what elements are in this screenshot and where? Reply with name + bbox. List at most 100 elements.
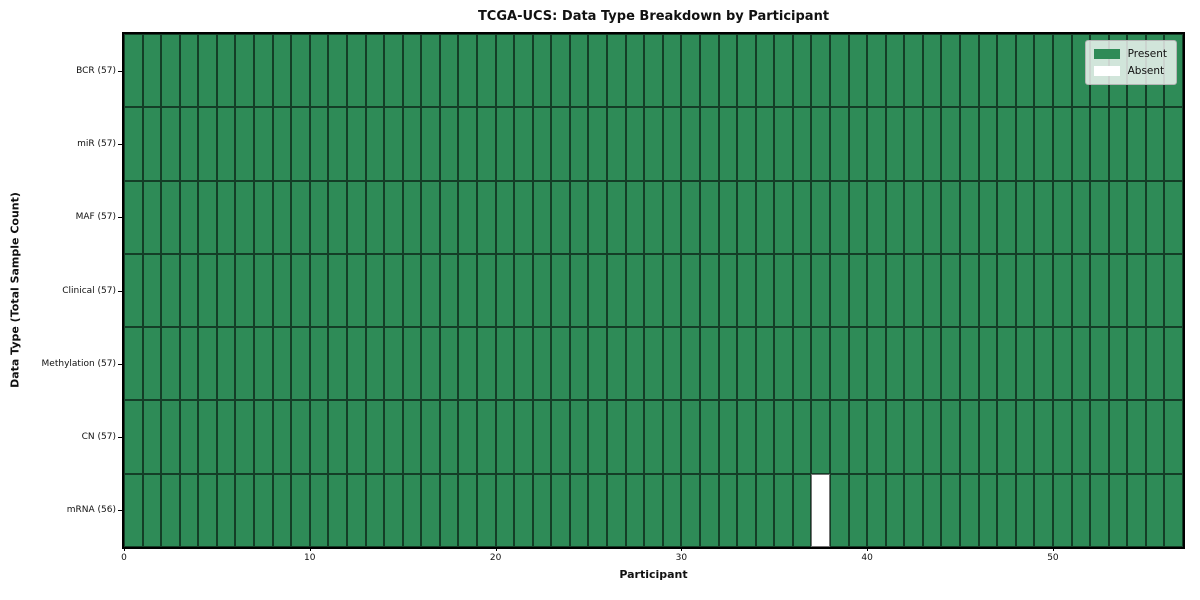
heatmap-cell <box>1108 180 1128 254</box>
heatmap-cell <box>1015 253 1035 328</box>
heatmap-cell <box>811 400 830 474</box>
heatmap-cell <box>198 473 217 547</box>
heatmap-cell <box>885 473 905 547</box>
heatmap-cell <box>179 180 199 254</box>
heatmap-cell <box>346 107 366 181</box>
heatmap-cell <box>792 400 812 474</box>
heatmap-cell <box>997 34 1016 108</box>
heatmap-cell <box>997 180 1016 254</box>
heatmap-cell <box>495 107 515 181</box>
heatmap-cell <box>272 107 292 181</box>
heatmap-cell <box>458 180 477 254</box>
heatmap-cell <box>625 400 645 474</box>
heatmap-cell <box>272 473 292 547</box>
heatmap-cell <box>1127 107 1146 181</box>
heatmap-cell <box>254 34 273 108</box>
heatmap-cell <box>699 180 719 254</box>
heatmap-cell <box>829 327 849 401</box>
heatmap-cell <box>829 400 849 474</box>
heatmap-cell <box>1164 253 1183 328</box>
heatmap-cell <box>402 107 422 181</box>
heatmap-cell <box>309 253 329 328</box>
heatmap-cell <box>514 253 533 328</box>
heatmap-cell <box>848 180 868 254</box>
heatmap-cell <box>458 473 477 547</box>
heatmap-cell <box>421 180 440 254</box>
heatmap-cell <box>1164 180 1183 254</box>
heatmap-grid <box>124 34 1183 547</box>
heatmap-cell <box>1034 400 1053 474</box>
heatmap-cell <box>774 400 793 474</box>
heatmap-cell <box>365 473 385 547</box>
heatmap-cell <box>922 180 942 254</box>
heatmap-cell <box>532 34 552 108</box>
heatmap-cell <box>625 473 645 547</box>
heatmap-cell <box>625 34 645 108</box>
heatmap-cell <box>699 253 719 328</box>
heatmap-cell <box>124 107 143 181</box>
heatmap-cell <box>328 107 347 181</box>
heatmap-cell <box>1034 253 1053 328</box>
heatmap-cell <box>235 253 255 328</box>
heatmap-cell <box>532 107 552 181</box>
heatmap-cell <box>142 327 162 401</box>
heatmap-cell <box>1015 473 1035 547</box>
heatmap-cell <box>1164 327 1183 401</box>
heatmap-cell <box>198 400 217 474</box>
heatmap-cell <box>718 400 738 474</box>
heatmap-cell <box>978 34 998 108</box>
heatmap-cell <box>922 34 942 108</box>
heatmap-cell <box>1034 34 1053 108</box>
heatmap-cell <box>1052 180 1072 254</box>
heatmap-cell <box>662 253 682 328</box>
heatmap-cell <box>124 473 143 547</box>
heatmap-cell <box>439 107 459 181</box>
heatmap-cell <box>867 34 886 108</box>
heatmap-cell <box>458 34 477 108</box>
heatmap-cell <box>179 400 199 474</box>
heatmap-cell <box>681 34 700 108</box>
x-tick-label: 0 <box>121 553 127 563</box>
heatmap-cell <box>1108 253 1128 328</box>
heatmap-cell <box>495 473 515 547</box>
heatmap-cell <box>718 473 738 547</box>
heatmap-cell <box>904 253 923 328</box>
heatmap-cell <box>328 327 347 401</box>
heatmap-cell <box>811 253 830 328</box>
heatmap-cell <box>216 473 236 547</box>
heatmap-cell <box>607 327 626 401</box>
heatmap-cell <box>774 34 793 108</box>
heatmap-cell <box>997 400 1016 474</box>
heatmap-cell <box>848 473 868 547</box>
heatmap-cell <box>309 180 329 254</box>
x-tick-mark <box>1052 547 1054 551</box>
heatmap-cell <box>960 400 979 474</box>
heatmap-cell <box>829 473 849 547</box>
x-tick-mark <box>124 547 125 551</box>
heatmap-cell <box>681 180 700 254</box>
heatmap-cell <box>867 327 886 401</box>
heatmap-cell <box>792 473 812 547</box>
heatmap-cell <box>1090 400 1109 474</box>
y-tick-mark <box>118 217 122 219</box>
heatmap-cell <box>161 34 180 108</box>
heatmap-cell <box>755 400 775 474</box>
heatmap-cell <box>960 473 979 547</box>
heatmap-cell <box>365 180 385 254</box>
heatmap-cell <box>848 253 868 328</box>
heatmap-cell <box>644 327 663 401</box>
heatmap-cell <box>811 34 830 108</box>
heatmap-cell <box>607 400 626 474</box>
heatmap-cell <box>254 107 273 181</box>
y-tick-label: Methylation (57) <box>41 358 116 369</box>
heatmap-cell <box>328 34 347 108</box>
heatmap-cell <box>644 253 663 328</box>
heatmap-cell <box>216 180 236 254</box>
heatmap-cell <box>365 400 385 474</box>
heatmap-cell <box>421 253 440 328</box>
x-tick-mark <box>495 547 497 551</box>
y-tick-label: mRNA (56) <box>66 505 116 516</box>
heatmap-cell <box>1071 180 1091 254</box>
legend-swatch-absent <box>1093 66 1120 76</box>
heatmap-cell <box>309 107 329 181</box>
